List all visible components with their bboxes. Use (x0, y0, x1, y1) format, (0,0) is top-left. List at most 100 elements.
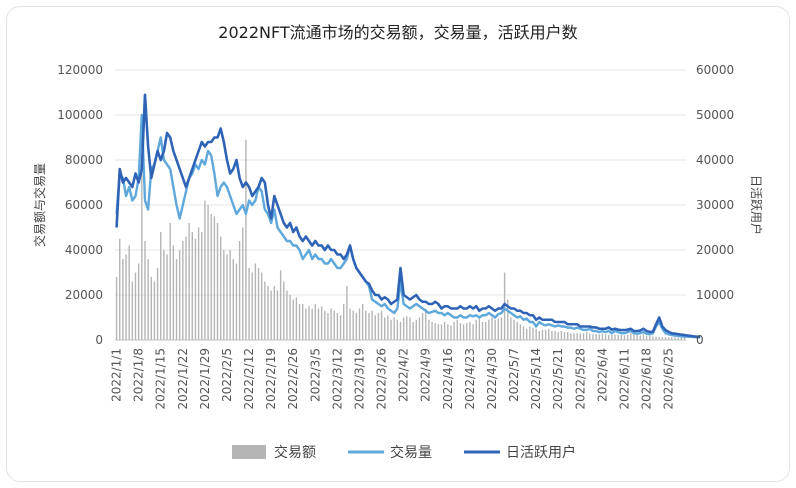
bar (336, 313, 339, 340)
bar (147, 259, 149, 340)
bar (254, 263, 257, 340)
y-right-tick-label: 30000 (696, 198, 734, 212)
y-right-tick-label: 40000 (696, 153, 734, 167)
x-tick-label: 2022/3/12 (330, 348, 344, 410)
bar (601, 333, 604, 340)
bar (226, 254, 228, 340)
bar (532, 327, 534, 340)
bar (172, 245, 175, 340)
bar (185, 236, 187, 340)
bar (494, 319, 496, 340)
x-tick-label: 2022/2/26 (286, 348, 300, 410)
bar (175, 259, 178, 340)
bar (374, 315, 376, 340)
bar (128, 245, 130, 340)
gridlines (115, 69, 686, 341)
bar (131, 281, 134, 340)
bar (614, 334, 616, 340)
bar (384, 317, 386, 340)
bar (589, 333, 591, 340)
x-tick-label: 2022/1/29 (198, 348, 212, 410)
bar (339, 315, 342, 340)
bar (529, 326, 531, 340)
x-tick-label: 2022/6/4 (595, 348, 609, 402)
bar (393, 317, 395, 340)
chart-legend: 交易额 交易量 日活跃用户 (232, 444, 576, 461)
bar (626, 335, 629, 340)
bar (314, 304, 317, 340)
y-axis-left: 0 20000 40000 60000 80000 100000 120000 (57, 63, 103, 347)
bar (478, 318, 481, 340)
bar (377, 313, 380, 340)
y-right-tick-label: 0 (696, 333, 704, 347)
bar (481, 322, 484, 340)
y-left-tick-label: 60000 (65, 198, 103, 212)
bar (484, 322, 487, 340)
bar (235, 263, 238, 340)
bar (415, 319, 417, 340)
bar (500, 317, 503, 340)
bar (472, 324, 474, 340)
bar (428, 319, 430, 340)
bar (642, 334, 645, 340)
bar (279, 270, 282, 340)
bar (535, 328, 537, 340)
bar (355, 313, 358, 340)
x-tick-label: 2022/1/22 (176, 348, 190, 410)
bar (289, 295, 291, 340)
bar (242, 227, 244, 340)
bar (620, 335, 623, 340)
bar (412, 322, 414, 340)
bar (582, 333, 585, 340)
legend-swatch-bar (232, 445, 266, 459)
x-tick-label: 2022/3/5 (308, 348, 322, 402)
bar (399, 322, 402, 340)
bar (144, 241, 146, 340)
bar (611, 334, 613, 340)
x-tick-label: 2022/3/26 (375, 348, 389, 410)
bar (245, 139, 247, 340)
x-tick-label: 2022/1/8 (132, 348, 146, 402)
bar (188, 223, 190, 340)
chart-title: 2022NFT流通市场的交易额，交易量，活跃用户数 (218, 23, 577, 42)
bar (554, 331, 556, 340)
x-tick-label: 2022/5/14 (529, 348, 543, 410)
bar (141, 160, 143, 340)
bar (119, 238, 121, 340)
series-line (115, 113, 701, 339)
bar (655, 336, 657, 340)
legend-label: 交易额 (274, 444, 316, 461)
bar (406, 316, 408, 340)
x-tick-label: 2022/5/7 (507, 348, 521, 402)
bar (365, 310, 367, 340)
bar (576, 333, 578, 340)
bar (137, 263, 140, 340)
bar (450, 325, 452, 340)
bar (248, 268, 250, 340)
bar (636, 334, 638, 340)
bar (330, 308, 332, 340)
bar (210, 214, 212, 340)
legend-label: 交易量 (390, 444, 432, 461)
bar (491, 317, 493, 340)
bar (507, 299, 509, 340)
bar (548, 328, 550, 340)
bar (522, 326, 525, 340)
bar (134, 272, 137, 340)
bar (510, 317, 512, 340)
y-right-tick-label: 20000 (696, 243, 734, 257)
bar (349, 308, 351, 340)
bar (178, 250, 181, 340)
bar (308, 306, 310, 340)
bar-series-transaction-amount (115, 139, 686, 340)
bar (270, 290, 272, 340)
line-series-group (115, 93, 701, 339)
y-axis-right-title: 日活跃用户 (749, 175, 764, 235)
bar (204, 200, 206, 340)
bar (122, 259, 124, 340)
bar (579, 333, 582, 340)
bar (251, 272, 253, 340)
bar (232, 259, 235, 340)
bar (197, 227, 200, 340)
bar (213, 216, 216, 340)
